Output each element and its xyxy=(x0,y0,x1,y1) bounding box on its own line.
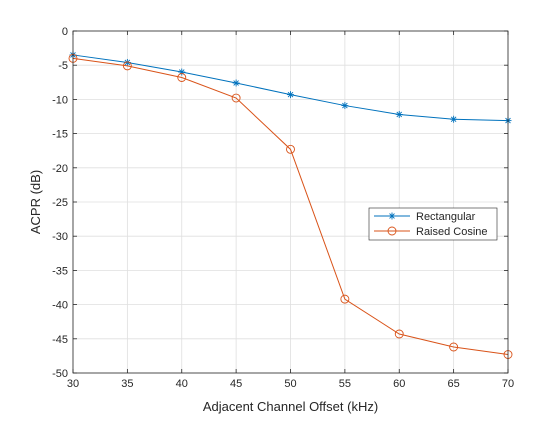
y-tick-label: -30 xyxy=(52,231,68,243)
x-tick-label: 60 xyxy=(393,378,405,390)
series-line-raised-cosine xyxy=(72,57,509,356)
y-tick-label: -35 xyxy=(52,265,68,277)
data-point-rectangular xyxy=(232,79,240,87)
x-tick-label: 30 xyxy=(67,378,79,390)
y-tick-label: -15 xyxy=(52,129,68,141)
data-point-raised-cosine xyxy=(122,61,132,71)
legend-marker-symbol xyxy=(388,212,396,220)
data-point-raised-cosine xyxy=(177,73,187,82)
y-tick-label: -20 xyxy=(52,163,68,175)
data-point-rectangular xyxy=(287,91,294,99)
x-tick-label: 70 xyxy=(502,378,514,390)
legend-label-rectangular: Rectangular xyxy=(416,211,476,223)
legend-marker-rectangular xyxy=(388,212,396,220)
x-axis-label: Adjacent Channel Offset (kHz) xyxy=(203,399,378,414)
y-tick-label: -45 xyxy=(52,334,68,346)
legend-marker-raised-cosine xyxy=(387,226,397,236)
plot-area-border xyxy=(72,30,509,374)
y-tick-label: -50 xyxy=(52,368,68,380)
data-point-raised-cosine xyxy=(394,329,404,339)
y-tick-label: -40 xyxy=(52,300,68,312)
data-point-raised-cosine xyxy=(449,342,459,352)
y-tick-label: -10 xyxy=(52,94,68,106)
y-tick-label: 0 xyxy=(62,26,68,38)
x-tick-label: 50 xyxy=(284,378,296,390)
x-tick-label: 40 xyxy=(176,378,188,390)
y-tick-label: -25 xyxy=(52,197,68,209)
legend[interactable]: Rectangular Raised Cosine xyxy=(368,207,498,241)
legend-marker-symbol xyxy=(387,226,397,236)
data-point-raised-cosine xyxy=(340,294,350,304)
y-axis-label: ACPR (dB) xyxy=(28,170,43,234)
data-point-raised-cosine xyxy=(231,93,241,103)
x-tick-label: 55 xyxy=(339,378,351,390)
x-tick-label: 35 xyxy=(121,378,133,390)
y-tick-label: -5 xyxy=(58,60,68,72)
data-point-rectangular xyxy=(395,110,403,118)
x-tick-label: 45 xyxy=(230,378,242,390)
data-point-rectangular xyxy=(341,102,349,110)
data-point-raised-cosine xyxy=(286,144,295,154)
x-tick-label: 65 xyxy=(448,378,460,390)
data-point-rectangular xyxy=(450,115,458,123)
axis-ticks: 30 35 40 45 50 55 60 65 70 0 -5 -10 -15 -20 -25 -30 -35 -… xyxy=(52,26,514,390)
legend-label-raised-cosine: Raised Cosine xyxy=(416,226,488,238)
